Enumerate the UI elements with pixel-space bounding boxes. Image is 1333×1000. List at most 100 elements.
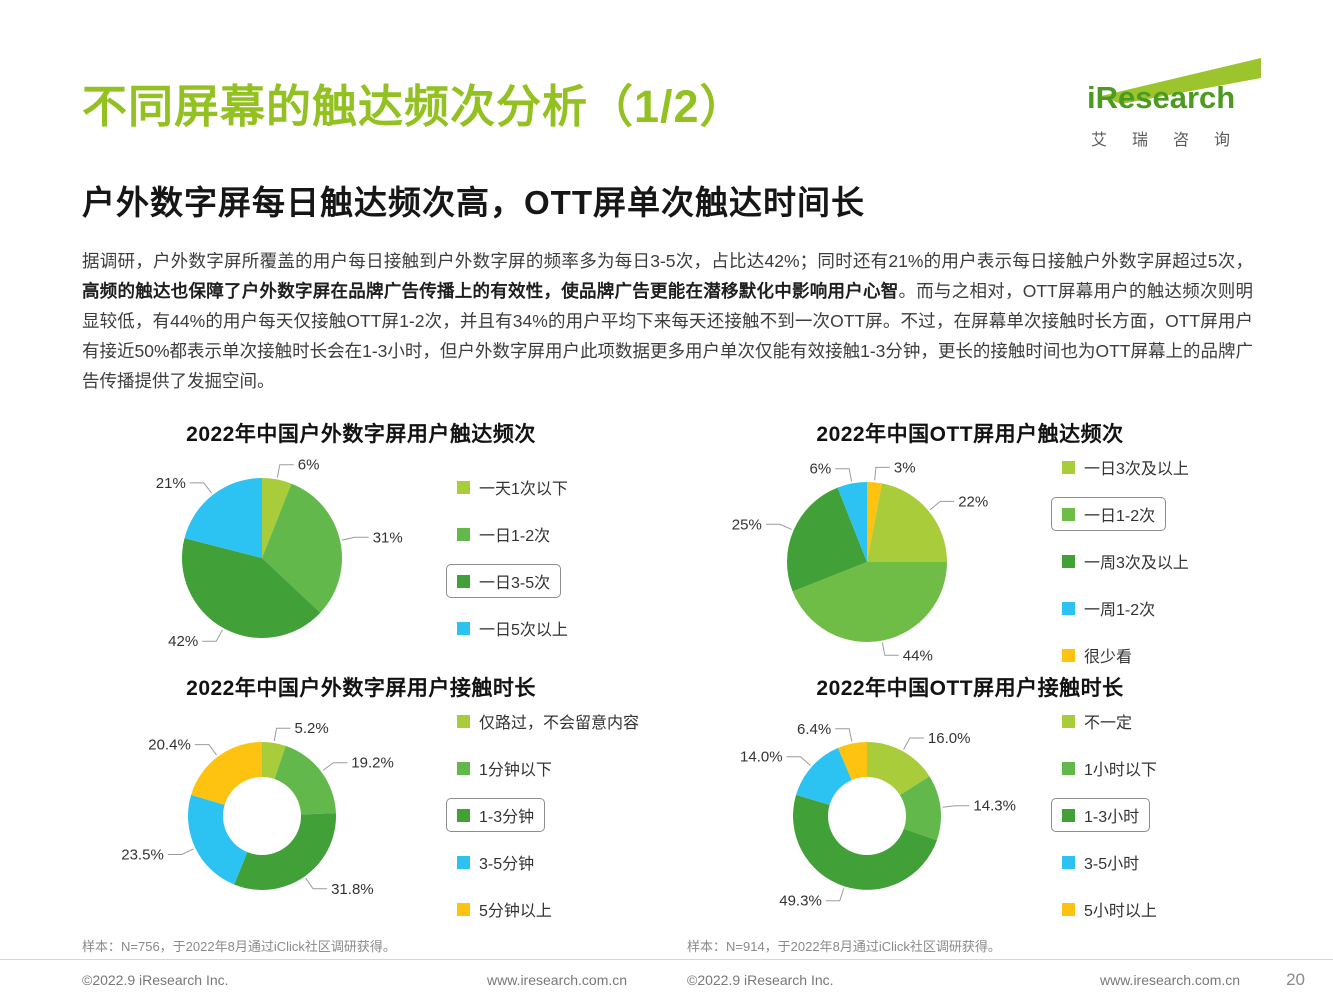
slice-value-label: 6%: [298, 457, 320, 474]
legend-swatch: [1062, 554, 1075, 568]
chart-legend: 不一定 1小时以下 1-3小时 3-5小时 5小时以上: [1051, 704, 1168, 926]
legend-swatch: [457, 808, 470, 822]
chart-legend: 仅路过，不会留意内容 1分钟以下 1-3分钟 3-5分钟 5分钟以上: [446, 704, 650, 926]
legend-item: 1小时以下: [1051, 751, 1168, 785]
label-leader-line: [167, 847, 194, 855]
slice-value-label: 16.0%: [928, 730, 971, 747]
slice-value-label: 42%: [168, 633, 198, 650]
label-leader-line: [273, 727, 291, 741]
label-leader-line: [903, 737, 924, 750]
legend-item-highlighted: 一日3-5次: [446, 564, 562, 598]
legend-swatch: [457, 761, 470, 775]
legend-item: 一日1-2次: [446, 517, 561, 551]
page-title: 不同屏幕的触达频次分析（1/2）: [82, 81, 746, 132]
body-paragraph: 据调研，户外数字屏所覆盖的用户每日接触到户外数字屏的频率多为每日3-5次，占比达…: [82, 246, 1253, 396]
chart-title: 2022年中国OTT屏用户接触时长: [816, 677, 1124, 700]
legend-swatch: [1062, 601, 1075, 615]
legend-label: 一日1-2次: [479, 528, 551, 545]
slice-value-label: 22%: [958, 493, 988, 510]
label-leader-line: [874, 466, 890, 480]
legend-item: 不一定: [1051, 704, 1143, 738]
legend-swatch: [457, 714, 470, 728]
label-leader-line: [825, 887, 845, 901]
legend-label: 很少看: [1084, 649, 1133, 666]
slice-value-label: 5.2%: [295, 720, 329, 737]
chart-body: 16.0% 14.3% 49.3% 14.0% 6.4% 不一定 1小时以下 1-3小时 3-5…: [687, 704, 1253, 926]
chart-body: 3% 22% 44% 25% 6% 一日3次及以上 一日1-2次 一周3次及以上 一周1-2次很…: [687, 450, 1253, 672]
legend-item: 一周3次及以上: [1051, 544, 1200, 578]
slice-value-label: 23.5%: [121, 846, 164, 863]
chart-body: 6% 31% 42% 21% 一天1次以下 一日1-2次 一日3-5次 一日5次以上: [82, 450, 640, 665]
legend-item: 一日3次及以上: [1051, 450, 1200, 484]
slice-value-label: 44%: [903, 647, 933, 664]
pie-slice: [184, 478, 262, 558]
legend-swatch: [457, 621, 470, 635]
slice-value-label: 25%: [732, 516, 762, 533]
pie-chart: 6% 31% 42% 21%: [156, 457, 403, 651]
legend-swatch: [1062, 808, 1075, 822]
slice-value-label: 31%: [373, 529, 403, 546]
legend-label: 一天1次以下: [479, 481, 568, 498]
chart-block: 2022年中国户外数字屏用户触达频次 6% 31% 42% 21% 一天1次以下 一日1-2…: [82, 418, 640, 672]
legend-item: 仅路过，不会留意内容: [446, 704, 650, 738]
legend-swatch: [1062, 460, 1075, 474]
legend-swatch: [1062, 902, 1075, 916]
chart-title: 2022年中国OTT屏用户触达频次: [816, 423, 1124, 446]
pie-slice: [867, 482, 947, 562]
pie-slice: [787, 487, 867, 591]
legend-swatch: [457, 480, 470, 494]
label-leader-line: [194, 743, 218, 755]
label-leader-line: [189, 482, 213, 494]
sample-note: 样本：N=914，于2022年8月通过iClick社区调研获得。: [687, 939, 1001, 954]
logo-brand-text: iResearch: [1087, 80, 1236, 115]
iresearch-logo: iResearch 艾瑞咨询: [1085, 56, 1261, 152]
legend-label: 一日1-2次: [1084, 508, 1156, 525]
legend-item: 5分钟以上: [446, 892, 563, 926]
legend-swatch: [1062, 507, 1075, 521]
legend-label: 一日3-5次: [479, 575, 551, 592]
legend-swatch: [1062, 714, 1075, 728]
slice-value-label: 20.4%: [148, 736, 191, 753]
copyright-left: ©2022.9 iResearch Inc.: [82, 972, 229, 988]
legend-label: 5小时以上: [1084, 903, 1157, 920]
page-footer: ©2022.9 iResearch Inc. www.iresearch.com…: [0, 959, 1333, 1000]
legend-item-highlighted: 1-3小时: [1051, 798, 1151, 832]
chart-legend: 一天1次以下 一日1-2次 一日3-5次 一日5次以上: [446, 470, 579, 645]
legend-item: 3-5小时: [1051, 845, 1150, 879]
label-leader-line: [835, 467, 853, 482]
slice-value-label: 6.4%: [797, 720, 831, 737]
slice-value-label: 19.2%: [351, 754, 394, 771]
page-header: 不同屏幕的触达频次分析（1/2） iResearch 艾瑞咨询: [0, 0, 1333, 152]
pie-slice: [262, 478, 292, 558]
legend-item: 1分钟以下: [446, 751, 563, 785]
paragraph-run: 。而与之相对，OTT屏幕用户的触达频次则明显较低，有44%的用户每天仅接触OTT…: [82, 281, 1253, 391]
legend-label: 1-3分钟: [479, 809, 535, 826]
donut-chart: 16.0% 14.3% 49.3% 14.0% 6.4%: [740, 720, 1016, 909]
label-leader-line: [322, 761, 348, 771]
legend-swatch: [1062, 855, 1075, 869]
legend-label: 1分钟以下: [479, 762, 552, 779]
pie-slice: [181, 538, 321, 639]
legend-item-highlighted: 一日1-2次: [1051, 497, 1167, 531]
chart-legend: 一日3次及以上 一日1-2次 一周3次及以上 一周1-2次 很少看: [1051, 450, 1200, 672]
label-leader-line: [305, 877, 328, 889]
legend-label: 仅路过，不会留意内容: [479, 715, 640, 732]
legend-swatch: [457, 574, 470, 588]
logo-brand-chinese: 艾瑞咨询: [1091, 132, 1256, 149]
chart-body: 5.2% 19.2% 31.8% 23.5% 20.4% 仅路过，不会留意内容 1分钟以下 1…: [82, 704, 640, 926]
pie-slice: [792, 561, 947, 642]
charts-grid: 2022年中国户外数字屏用户触达频次 6% 31% 42% 21% 一天1次以下 一日1-2…: [82, 418, 1253, 955]
legend-label: 一日3次及以上: [1084, 461, 1189, 478]
paragraph-run: 据调研，户外数字屏所覆盖的用户每日接触到户外数字屏的频率多为每日3-5次，占比达…: [82, 251, 1253, 271]
paragraph-bold-run: 高频的触达也保障了户外数字屏在品牌广告传播上的有效性，使品牌广告更能在潜移默化中…: [82, 281, 899, 301]
pie-chart: 3% 22% 44% 25% 6%: [732, 459, 988, 664]
chart-block: 2022年中国户外数字屏用户接触时长 5.2% 19.2% 31.8% 23.5% 20.…: [82, 672, 640, 955]
slice-value-label: 21%: [156, 475, 186, 492]
label-leader-line: [202, 629, 223, 642]
legend-label: 5分钟以上: [479, 903, 552, 920]
sample-note: 样本：N=756，于2022年8月通过iClick社区调研获得。: [82, 939, 396, 954]
legend-label: 一周3次及以上: [1084, 555, 1189, 572]
donut-hole: [828, 776, 906, 855]
slice-value-label: 31.8%: [331, 880, 374, 897]
